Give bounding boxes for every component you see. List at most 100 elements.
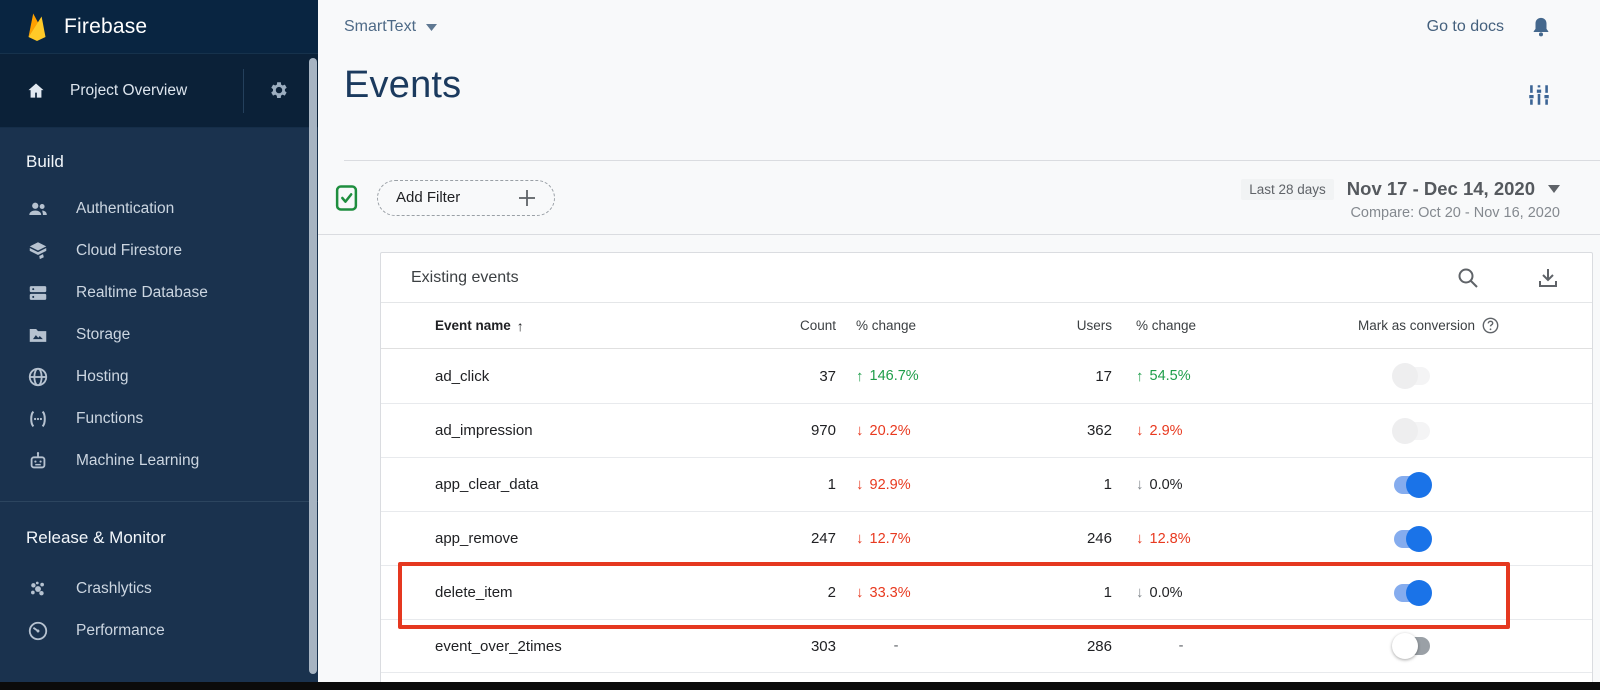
sidebar-item-crashlytics[interactable]: Crashlytics bbox=[0, 568, 318, 610]
event-name-cell: ad_impression bbox=[435, 422, 533, 439]
sidebar-item-project-overview[interactable]: Project Overview bbox=[0, 54, 318, 128]
hosting-icon bbox=[26, 366, 50, 388]
help-icon[interactable] bbox=[1482, 317, 1499, 334]
sidebar-item-performance[interactable]: Performance bbox=[0, 610, 318, 652]
table-row-app_remove: app_remove 247 ↓ 12.7% 246 ↓ 12.8% bbox=[381, 511, 1592, 565]
trend-down-arrow-icon: ↓ bbox=[856, 476, 864, 493]
toggle-knob bbox=[1392, 363, 1418, 389]
sidebar-item-label: Authentication bbox=[76, 200, 175, 217]
percent-change-value: 0.0% bbox=[1149, 584, 1183, 601]
section-label-build: Build bbox=[26, 152, 64, 171]
trend-down-arrow-icon: ↓ bbox=[856, 422, 864, 439]
count-cell: 247 bbox=[810, 530, 836, 547]
storage-icon bbox=[26, 324, 50, 346]
mark-as-conversion-toggle[interactable] bbox=[1392, 525, 1432, 552]
no-change-dash: - bbox=[893, 638, 899, 654]
sidebar-item-label: Realtime Database bbox=[76, 284, 208, 301]
percent-change-value: 12.8% bbox=[1149, 530, 1191, 547]
toggle-knob bbox=[1392, 417, 1418, 444]
percent-change-value: 0.0% bbox=[1149, 476, 1183, 493]
event-name-cell: ad_click bbox=[435, 367, 490, 385]
event-name-cell: event_over_2times bbox=[435, 637, 562, 655]
gear-icon[interactable] bbox=[268, 80, 290, 102]
sidebar-item-hosting[interactable]: Hosting bbox=[0, 356, 318, 398]
brand-name: Firebase bbox=[64, 14, 148, 38]
search-icon[interactable] bbox=[1456, 266, 1480, 290]
sidebar-item-label: Hosting bbox=[76, 368, 129, 385]
no-change-dash: - bbox=[1178, 638, 1184, 654]
sidebar-scrollbar[interactable] bbox=[309, 58, 317, 674]
filter-applied-check-icon bbox=[334, 184, 359, 212]
sidebar-item-functions[interactable]: Functions bbox=[0, 398, 318, 440]
add-filter-button[interactable]: Add Filter bbox=[377, 179, 556, 216]
column-count-change: % change bbox=[856, 318, 917, 333]
sidebar-item-label: Crashlytics bbox=[76, 580, 152, 597]
page-header: Events bbox=[318, 54, 1600, 160]
compare-range-label: Compare: Oct 20 - Nov 16, 2020 bbox=[1350, 205, 1560, 221]
users-cell: 246 bbox=[1086, 530, 1112, 547]
toggle-knob bbox=[1392, 633, 1418, 659]
column-label: Event name bbox=[435, 318, 511, 333]
column-label: Mark as conversion bbox=[1357, 318, 1475, 333]
sidebar-item-authentication[interactable]: Authentication bbox=[0, 188, 318, 230]
sidebar: Firebase Project Overview Build Authenti… bbox=[0, 0, 318, 690]
tune-sliders-icon[interactable] bbox=[1526, 82, 1552, 108]
conversion-toggle-cell bbox=[1392, 633, 1432, 659]
mark-as-conversion-toggle bbox=[1392, 363, 1432, 389]
column-event-name[interactable]: Event name ↑ bbox=[381, 318, 781, 334]
table-row-ad_impression: ad_impression 970 ↓ 20.2% 362 ↓ 2.9% bbox=[381, 403, 1592, 457]
sidebar-item-storage[interactable]: Storage bbox=[0, 314, 318, 356]
notifications-bell-icon[interactable] bbox=[1530, 15, 1552, 39]
percent-change-value: 2.9% bbox=[1149, 422, 1183, 439]
count-change-cell: ↓ 92.9% bbox=[856, 476, 966, 493]
sort-ascending-icon: ↑ bbox=[516, 317, 524, 334]
trend-up-arrow-icon: ↑ bbox=[1136, 367, 1144, 385]
date-range-block: Last 28 days Nov 17 - Dec 14, 2020 Compa… bbox=[1241, 178, 1600, 221]
divider bbox=[318, 234, 1600, 235]
window-bottom-edge bbox=[0, 682, 1600, 690]
mark-as-conversion-toggle[interactable] bbox=[1392, 579, 1432, 606]
download-icon[interactable] bbox=[1536, 266, 1560, 290]
users-cell: 286 bbox=[1086, 637, 1112, 655]
table-row-app_clear_data: app_clear_data 1 ↓ 92.9% 1 ↓ 0.0% bbox=[381, 457, 1592, 511]
card-title: Existing events bbox=[411, 268, 519, 286]
users-cell: 1 bbox=[1103, 476, 1112, 493]
users-change-cell: - bbox=[1136, 638, 1256, 654]
trend-down-arrow-icon: ↓ bbox=[1136, 530, 1144, 547]
conversion-toggle-cell bbox=[1392, 579, 1432, 606]
topbar: SmartText Go to docs bbox=[318, 0, 1600, 54]
count-cell: 37 bbox=[819, 367, 836, 385]
percent-change-value: 33.3% bbox=[869, 584, 911, 601]
date-range-selector[interactable]: Last 28 days Nov 17 - Dec 14, 2020 bbox=[1241, 178, 1560, 200]
sidebar-item-cloud-firestore[interactable]: Cloud Firestore bbox=[0, 230, 318, 272]
sidebar-item-machine-learning[interactable]: Machine Learning bbox=[0, 440, 318, 482]
count-cell: 1 bbox=[827, 476, 836, 493]
users-change-cell: ↓ 0.0% bbox=[1136, 476, 1256, 493]
section-label-release-monitor: Release & Monitor bbox=[26, 528, 166, 547]
go-to-docs-link[interactable]: Go to docs bbox=[1426, 18, 1504, 35]
trend-down-arrow-icon: ↓ bbox=[1136, 422, 1144, 439]
mark-as-conversion-toggle[interactable] bbox=[1392, 633, 1432, 659]
users-cell: 17 bbox=[1095, 367, 1112, 385]
project-selector[interactable]: SmartText bbox=[344, 18, 438, 36]
toggle-knob bbox=[1406, 579, 1432, 606]
sidebar-item-label: Performance bbox=[76, 622, 165, 639]
add-filter-label: Add Filter bbox=[396, 189, 461, 206]
percent-change-value: 92.9% bbox=[869, 476, 911, 493]
project-overview-label: Project Overview bbox=[70, 81, 188, 99]
sidebar-nav: Build Authentication Cloud Firestore Realt… bbox=[0, 128, 318, 652]
table-row-ad_click: ad_click 37 ↑ 146.7% 17 ↑ 54.5% bbox=[381, 349, 1592, 403]
date-range-value: Nov 17 - Dec 14, 2020 bbox=[1346, 178, 1535, 199]
sidebar-item-label: Storage bbox=[76, 326, 131, 343]
toggle-knob bbox=[1406, 471, 1432, 498]
firebase-logo[interactable]: Firebase bbox=[0, 0, 318, 54]
conversion-toggle-cell bbox=[1392, 363, 1432, 389]
sidebar-divider bbox=[0, 501, 318, 502]
mark-as-conversion-toggle[interactable] bbox=[1392, 471, 1432, 498]
main-content: SmartText Go to docs Events bbox=[318, 0, 1600, 690]
sidebar-item-realtime-database[interactable]: Realtime Database bbox=[0, 272, 318, 314]
table-header-row: Event name ↑ Count % change Users % chan… bbox=[381, 303, 1592, 349]
count-cell: 303 bbox=[810, 637, 836, 655]
page-title: Events bbox=[344, 64, 462, 106]
